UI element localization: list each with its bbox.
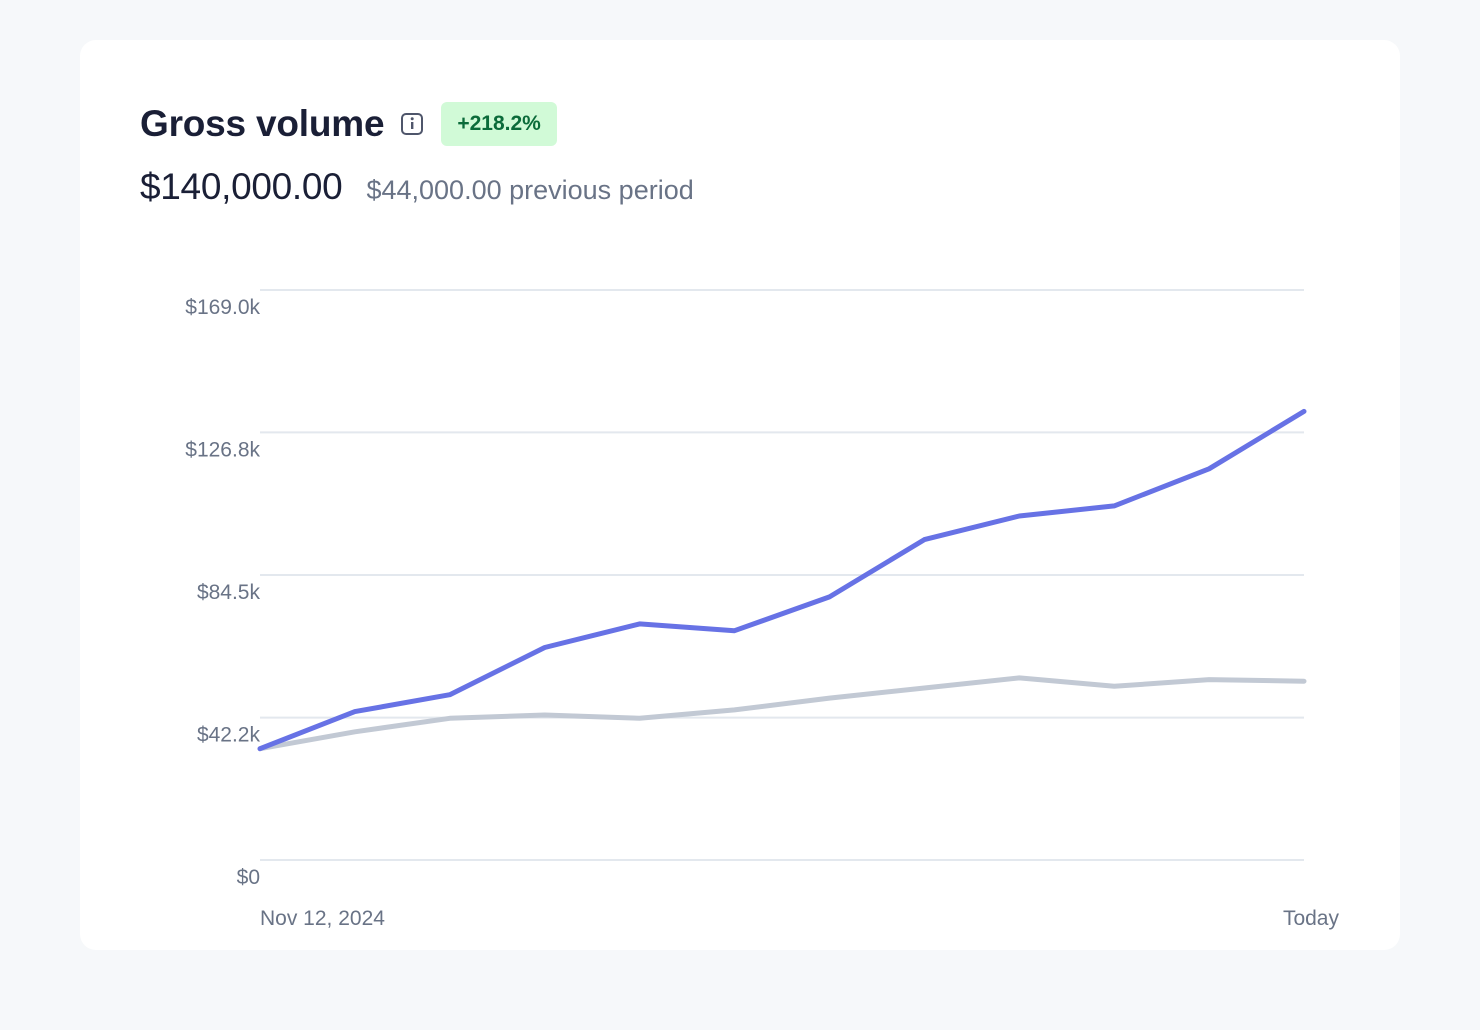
current-period-line: [257, 408, 1307, 752]
x-axis-ticks: Nov 12, 2024 Today: [260, 907, 1339, 930]
grid-lines: [260, 289, 1304, 861]
gross-volume-card: Gross volume +218.2% $140,000.00 $44,000…: [80, 40, 1400, 950]
previous-amount: $44,000.00: [366, 175, 502, 205]
gross-amount: $140,000.00: [140, 166, 343, 207]
card-title: Gross volume: [140, 103, 385, 144]
x-start-label: Nov 12, 2024: [260, 907, 385, 930]
change-badge: +218.2%: [441, 102, 557, 146]
previous-period-line: [257, 675, 1307, 752]
y-tick-label: $0: [237, 866, 260, 889]
x-end-label: Today: [1283, 907, 1340, 930]
gross-volume-chart: $0 $42.2k $84.5k $126.8k $169.0k Nov 12, 202…: [185, 289, 1339, 930]
y-tick-label: $126.8k: [185, 438, 260, 461]
series-lines: [257, 408, 1307, 752]
previous-label: previous period: [509, 175, 694, 205]
previous-period: $44,000.00 previous period: [366, 175, 693, 206]
y-tick-label: $42.2k: [197, 724, 261, 747]
y-tick-label: $84.5k: [197, 581, 261, 604]
y-tick-label: $169.0k: [185, 296, 260, 319]
info-icon[interactable]: [400, 112, 424, 136]
summary-row: $140,000.00 $44,000.00 previous period: [140, 166, 694, 208]
y-axis-ticks: $0 $42.2k $84.5k $126.8k $169.0k: [185, 296, 260, 889]
card-header: Gross volume +218.2%: [140, 102, 557, 146]
